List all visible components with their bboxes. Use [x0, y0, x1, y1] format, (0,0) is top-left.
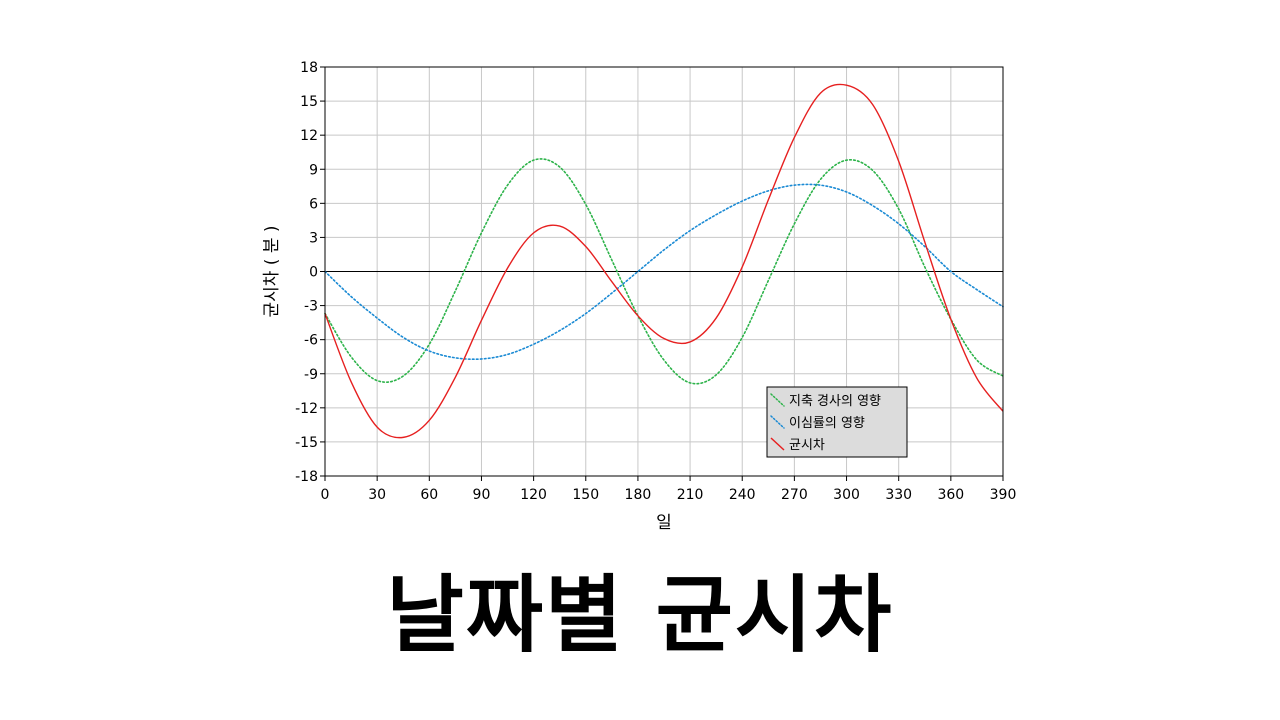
y-tick-label: -3 — [304, 299, 318, 315]
x-axis-title: 일 — [656, 513, 672, 533]
x-tick-label: 120 — [520, 487, 547, 503]
legend-swatch — [770, 437, 785, 451]
y-tick-label: 0 — [309, 265, 318, 281]
x-tick-label: 240 — [729, 487, 756, 503]
x-tick-label: 150 — [572, 487, 599, 503]
legend-box — [766, 386, 908, 458]
x-tick-label: 360 — [937, 487, 964, 503]
y-tick-label: 9 — [309, 162, 318, 178]
x-tick-label: 60 — [420, 487, 438, 503]
legend-swatch — [770, 415, 785, 429]
series-group — [324, 83, 1004, 439]
legend-swatch — [770, 393, 785, 407]
x-tick-label: 330 — [885, 487, 912, 503]
legend-label: 이심률의 영향 — [789, 416, 865, 431]
x-tick-label: 390 — [990, 487, 1017, 503]
y-tick-label: -15 — [295, 435, 318, 451]
eccentricity-series-line — [324, 183, 1004, 361]
axis-ticks: 0 30 60 90 120 150 180 210 240 270 300 330 360 390-18… — [295, 60, 1016, 503]
y-tick-label: 15 — [300, 94, 318, 110]
x-tick-label: 300 — [833, 487, 860, 503]
x-tick-label: 30 — [368, 487, 386, 503]
y-tick-label: 18 — [300, 60, 318, 76]
y-axis-title: 균시차 ( 분 ) — [262, 225, 282, 317]
legend-label: 지축 경사의 영향 — [789, 394, 881, 409]
y-tick-label: 3 — [309, 230, 318, 246]
legend-label: 균시차 — [789, 438, 825, 453]
x-tick-label: 0 — [321, 487, 330, 503]
y-tick-label: -6 — [304, 333, 318, 349]
axial-tilt-series-line — [324, 158, 1004, 385]
y-tick-label: 12 — [300, 128, 318, 144]
page-title: 날짜별 균시차 — [386, 566, 894, 664]
x-tick-label: 270 — [781, 487, 808, 503]
y-tick-label: -12 — [295, 401, 318, 417]
x-tick-label: 180 — [625, 487, 652, 503]
y-tick-label: 6 — [309, 196, 318, 212]
x-tick-label: 90 — [473, 487, 491, 503]
equation-of-time-series-line — [324, 83, 1004, 439]
y-tick-label: -18 — [295, 469, 318, 485]
x-tick-label: 210 — [677, 487, 704, 503]
y-tick-label: -9 — [304, 367, 318, 383]
